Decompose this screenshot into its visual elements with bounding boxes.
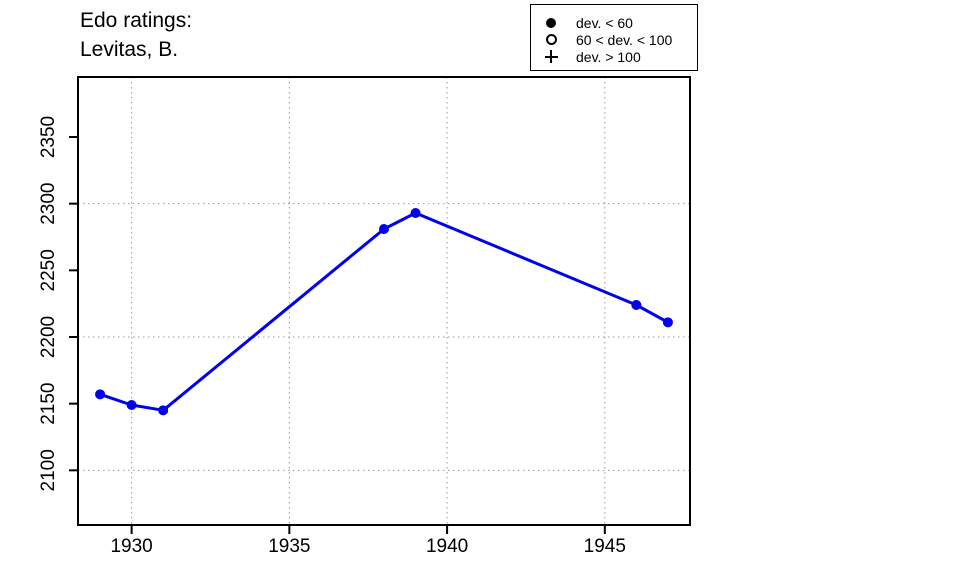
y-tick-label: 2100 [38, 449, 59, 491]
legend: dev. < 60 60 < dev. < 100 dev. > 100 [530, 4, 698, 71]
x-tick-label: 1940 [426, 536, 468, 557]
filled-circle-icon [546, 17, 556, 28]
legend-label: dev. > 100 [576, 48, 641, 65]
data-point [126, 400, 137, 410]
y-tick-label: 2250 [38, 249, 59, 291]
legend-item-dev-gt-100: dev. > 100 [531, 48, 697, 65]
legend-label: dev. < 60 [576, 14, 633, 31]
data-point [379, 224, 389, 234]
y-tick-label: 2200 [38, 316, 59, 358]
data-point [158, 405, 169, 416]
x-tick-label: 1935 [268, 536, 310, 557]
legend-item-dev-60-100: 60 < dev. < 100 [531, 31, 697, 48]
x-tick-label: 1930 [110, 536, 152, 557]
rating-line [98, 211, 670, 412]
data-point [410, 208, 421, 218]
y-tick-label: 2150 [38, 383, 59, 425]
open-circle-icon [545, 34, 557, 45]
data-point [631, 300, 642, 310]
plus-icon [544, 50, 558, 63]
plot-border [77, 76, 691, 526]
y-tick-label: 2300 [38, 183, 59, 225]
chart-title-line1: Edo ratings: [80, 9, 193, 32]
x-tick-label: 1945 [584, 536, 626, 557]
legend-label: 60 < dev. < 100 [576, 31, 673, 48]
chart-title-line2: Levitas, B. [80, 38, 179, 61]
data-point [662, 317, 673, 328]
y-tick-label: 2350 [38, 116, 59, 158]
data-point [95, 389, 106, 400]
legend-item-dev-lt-60: dev. < 60 [531, 14, 697, 31]
chart-title: Edo ratings: Levitas, B. [80, 6, 192, 64]
